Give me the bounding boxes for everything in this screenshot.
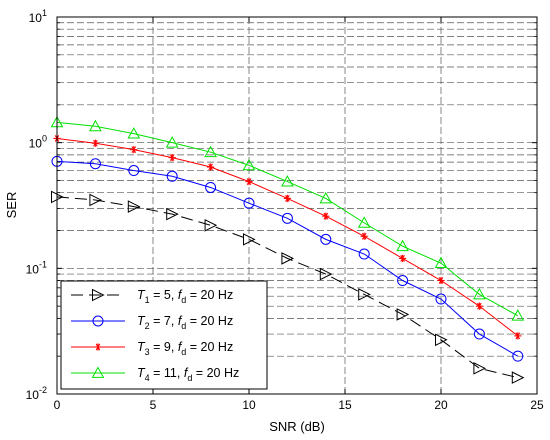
data-point bbox=[511, 309, 525, 321]
legend-marker bbox=[92, 288, 105, 302]
y-tick-label: 100 bbox=[29, 134, 47, 151]
data-point bbox=[89, 119, 102, 132]
data-point bbox=[397, 275, 409, 287]
series-layer bbox=[50, 115, 525, 384]
x-tick-label: 5 bbox=[150, 398, 157, 412]
data-point bbox=[245, 177, 253, 186]
legend-entry-1: T1 = 5, fd = 20 Hz bbox=[71, 288, 233, 305]
data-point bbox=[166, 170, 178, 182]
data-point bbox=[205, 181, 217, 193]
legend-entry-3: T3 = 9, fd = 20 Hz bbox=[71, 340, 233, 357]
data-point bbox=[512, 350, 524, 362]
data-point bbox=[396, 239, 409, 252]
y-tick-label: 10-2 bbox=[26, 385, 47, 402]
data-point bbox=[281, 212, 293, 224]
data-point bbox=[399, 254, 407, 262]
data-point bbox=[435, 293, 447, 305]
data-point bbox=[319, 267, 333, 281]
data-point bbox=[127, 200, 141, 213]
data-point bbox=[473, 362, 487, 375]
data-point bbox=[242, 158, 256, 171]
data-point bbox=[89, 158, 101, 170]
data-point bbox=[322, 212, 330, 220]
data-point bbox=[127, 127, 141, 139]
data-point bbox=[243, 233, 256, 246]
data-point bbox=[473, 328, 485, 340]
legend-marker bbox=[91, 366, 105, 378]
y-tick-label: 101 bbox=[29, 8, 47, 25]
series-line-2 bbox=[56, 160, 519, 357]
data-point bbox=[281, 175, 294, 187]
plot-area-frame bbox=[56, 16, 538, 395]
x-tick-label: 20 bbox=[434, 398, 448, 412]
data-point bbox=[207, 163, 215, 171]
data-point bbox=[319, 191, 333, 204]
data-point bbox=[360, 232, 368, 240]
data-point bbox=[243, 197, 255, 209]
legend-label: T1 = 5, fd = 20 Hz bbox=[137, 288, 233, 305]
x-axis-label: SNR (dB) bbox=[269, 419, 325, 434]
data-point bbox=[91, 139, 99, 147]
legend-entry-4: T4 = 11, fd = 20 Hz bbox=[71, 366, 239, 383]
data-point bbox=[320, 233, 332, 245]
data-point bbox=[358, 248, 370, 260]
x-tick-label: 25 bbox=[530, 398, 544, 412]
data-point bbox=[128, 165, 140, 177]
legend-marker bbox=[94, 343, 102, 351]
data-point bbox=[89, 193, 103, 207]
data-point bbox=[165, 136, 179, 148]
data-point bbox=[475, 302, 483, 310]
y-axis-label: SER bbox=[4, 192, 19, 219]
legend-entry-2: T2 = 7, fd = 20 Hz bbox=[71, 314, 233, 331]
data-point bbox=[204, 218, 218, 232]
data-point bbox=[168, 154, 176, 162]
legend-marker bbox=[92, 315, 104, 327]
data-point bbox=[514, 332, 522, 340]
legend-label: T2 = 7, fd = 20 Hz bbox=[137, 314, 233, 331]
legend-label: T3 = 9, fd = 20 Hz bbox=[137, 340, 233, 357]
x-tick-label: 15 bbox=[338, 398, 352, 412]
axis-ticks: 0 5 10 15 20 25 10-2 10-1 100 101 bbox=[26, 8, 544, 412]
data-point bbox=[434, 256, 448, 269]
data-point bbox=[435, 333, 448, 347]
legend-label: T4 = 11, fd = 20 Hz bbox=[137, 366, 239, 383]
data-point bbox=[357, 216, 371, 228]
data-point bbox=[396, 308, 410, 321]
series-line-1 bbox=[56, 196, 518, 379]
series-line-4 bbox=[56, 121, 519, 317]
series-4 bbox=[50, 115, 525, 321]
x-tick-label: 0 bbox=[54, 398, 61, 412]
data-point bbox=[281, 252, 295, 265]
data-point bbox=[166, 207, 179, 221]
data-point bbox=[511, 371, 525, 384]
legend: T1 = 5, fd = 20 Hz T2 = 7, fd = 20 Hz T3 =… bbox=[60, 280, 268, 390]
data-point bbox=[283, 194, 291, 203]
data-point bbox=[437, 276, 445, 285]
data-point bbox=[358, 288, 371, 301]
data-point bbox=[473, 287, 486, 300]
series-3 bbox=[53, 134, 522, 340]
y-tick-label: 10-1 bbox=[26, 259, 47, 276]
data-point bbox=[130, 146, 138, 154]
x-tick-label: 10 bbox=[242, 398, 256, 412]
data-point bbox=[204, 145, 217, 158]
